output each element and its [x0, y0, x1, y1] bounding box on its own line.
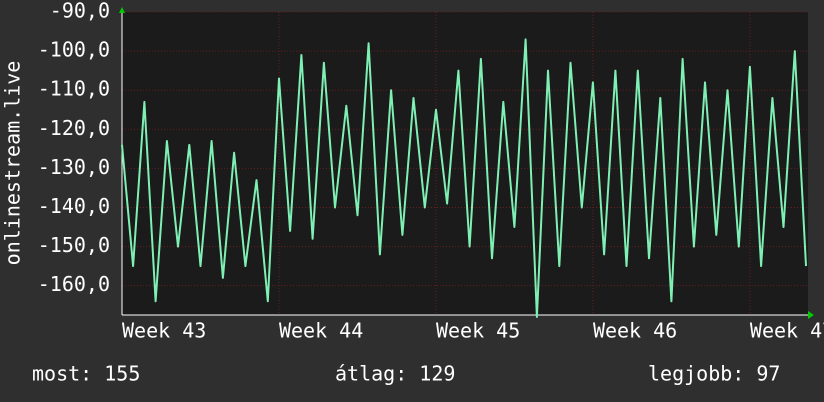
y-tick-label: -110,0: [38, 77, 110, 101]
y-tick-label: -140,0: [38, 194, 110, 218]
y-arrow: [119, 7, 125, 13]
y-tick-label: -100,0: [38, 38, 110, 62]
y-tick-label: -150,0: [38, 233, 110, 257]
y-tick-label: -160,0: [38, 272, 110, 296]
y-tick-label: -90,0: [50, 0, 110, 23]
x-arrow: [808, 311, 814, 319]
x-tick-label: Week 44: [279, 319, 363, 343]
x-tick-label: Week 46: [593, 319, 677, 343]
footer-average: átlag: 129: [335, 362, 455, 386]
x-tick-label: Week 47: [750, 319, 824, 343]
x-tick-label: Week 43: [122, 319, 206, 343]
footer-best: legjobb: 97: [648, 362, 780, 386]
footer-current: most: 155: [32, 362, 140, 386]
y-tick-label: -130,0: [38, 155, 110, 179]
x-tick-label: Week 45: [436, 319, 520, 343]
y-axis-label: onlinestream.live: [1, 61, 25, 266]
data-line: [121, 38, 807, 318]
y-tick-label: -120,0: [38, 116, 110, 140]
